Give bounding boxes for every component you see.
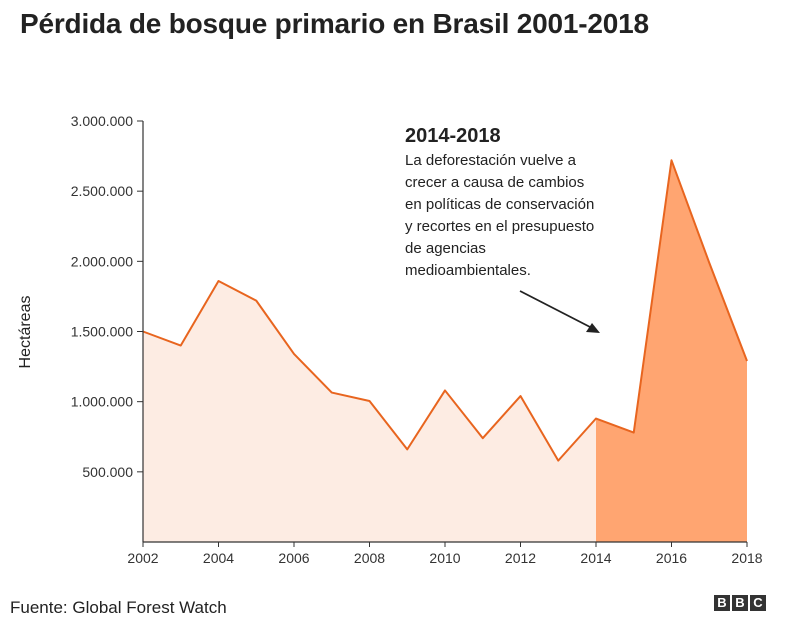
x-tick-label: 2018 <box>731 550 762 566</box>
x-tick-label: 2010 <box>429 550 460 566</box>
y-tick-label: 2.500.000 <box>71 183 133 199</box>
y-tick-label: 3.000.000 <box>71 113 133 129</box>
x-tick-label: 2016 <box>656 550 687 566</box>
series-line <box>142 159 748 462</box>
annotation-line: de agencias <box>405 240 486 257</box>
y-tick-label: 500.000 <box>82 464 133 480</box>
annotation-title: 2014-2018 <box>405 125 501 147</box>
area-fill-2002-2014 <box>143 280 596 542</box>
logo-letter: B <box>732 595 748 611</box>
area-fill-2014-2018 <box>596 160 747 542</box>
y-axis-label: Hectáreas <box>17 296 34 369</box>
logo-letter: C <box>750 595 766 611</box>
annotation-line: y recortes en el presupuesto <box>405 218 594 235</box>
y-tick-label: 2.000.000 <box>71 253 133 269</box>
annotation-line: La deforestación vuelve a <box>405 152 577 169</box>
annotation-arrow-icon <box>519 290 600 333</box>
x-tick-label: 2012 <box>505 550 536 566</box>
x-tick-label: 2014 <box>580 550 611 566</box>
logo-letter: B <box>714 595 730 611</box>
y-tick-label: 1.000.000 <box>71 394 133 410</box>
chart-title: Pérdida de bosque primario en Brasil 200… <box>20 8 649 39</box>
x-tick-label: 2004 <box>203 550 234 566</box>
source-note: Fuente: Global Forest Watch <box>10 598 227 617</box>
bbc-logo: B B C <box>714 595 766 611</box>
x-tick-label: 2008 <box>354 550 385 566</box>
annotation-line: en políticas de conservación <box>405 196 594 213</box>
annotation-line: crecer a causa de cambios <box>405 174 584 191</box>
annotation-line: medioambientales. <box>405 262 531 279</box>
x-tick-label: 2006 <box>278 550 309 566</box>
y-tick-label: 1.500.000 <box>71 324 133 340</box>
x-tick-label: 2002 <box>127 550 158 566</box>
